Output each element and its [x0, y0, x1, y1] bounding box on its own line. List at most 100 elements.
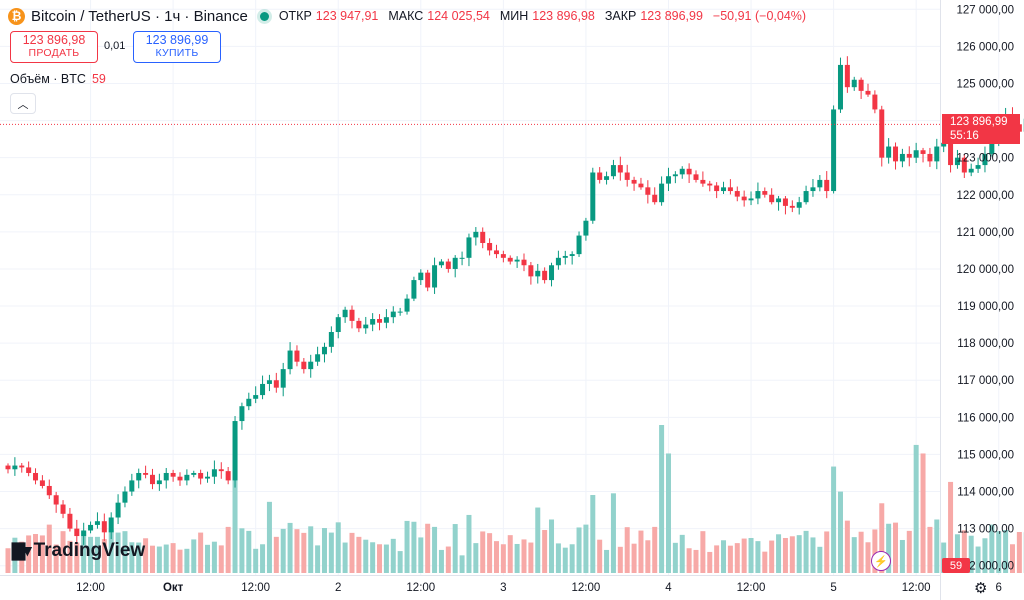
candle	[53, 491, 59, 513]
candle-body	[266, 380, 272, 384]
candle	[542, 267, 548, 284]
volume-bar	[948, 481, 954, 573]
candle	[659, 176, 665, 206]
volume-bar	[101, 539, 107, 573]
volume-bar	[260, 544, 266, 573]
candle	[149, 468, 155, 490]
candle	[906, 146, 912, 167]
candle	[886, 138, 892, 164]
volume-bar	[659, 425, 665, 573]
symbol-title[interactable]: Bitcoin / TetherUS · 1ч · Binance	[31, 7, 248, 25]
volume-bar	[342, 542, 348, 573]
volume-bar	[906, 530, 912, 573]
candle-body	[294, 350, 300, 362]
candle	[418, 269, 424, 285]
candle-body	[390, 311, 396, 318]
market-status-icon[interactable]	[259, 11, 269, 21]
price-tick-label: 121 000,00	[956, 227, 1014, 239]
candle	[968, 163, 974, 177]
candle-body	[26, 467, 32, 473]
volume-bar	[727, 545, 733, 573]
candle-body	[645, 187, 651, 195]
candle	[528, 261, 534, 285]
candle-body	[507, 257, 513, 262]
price-tick-label: 123 000,00	[956, 153, 1014, 165]
candle	[198, 469, 204, 485]
volume-bar	[473, 543, 479, 573]
candle	[370, 313, 376, 332]
candle	[762, 187, 768, 198]
volume-bar	[590, 495, 596, 573]
volume-bar	[721, 540, 727, 573]
open-label: ОТКР	[278, 9, 312, 23]
tradingview-logo[interactable]: ▇▾ TradingView	[12, 540, 145, 562]
candle	[776, 195, 782, 211]
candle	[218, 462, 224, 479]
time-tick-label: 12:00	[902, 582, 931, 594]
candle-body	[349, 309, 355, 321]
volume-legend[interactable]: Объём · BTC 59	[10, 72, 106, 86]
candle-body	[961, 157, 967, 173]
candle-body	[851, 79, 857, 88]
lightning-icon[interactable]: ⚡	[871, 551, 891, 571]
price-tick-label: 113 000,00	[957, 524, 1014, 536]
candle	[700, 171, 706, 187]
candle	[67, 507, 73, 532]
candle	[363, 316, 369, 334]
candle	[789, 200, 795, 213]
candle-body	[542, 270, 548, 281]
candle	[727, 179, 733, 195]
candle	[308, 354, 314, 378]
candle-body	[473, 231, 479, 238]
volume-bar	[349, 532, 355, 573]
collapse-legend-button[interactable]: ︿	[10, 93, 36, 114]
candle-body	[721, 187, 727, 192]
volume-label: Объём · BTC	[10, 72, 86, 86]
candle-body	[927, 153, 933, 162]
candle	[521, 253, 527, 272]
candle-body	[954, 157, 960, 166]
volume-bar	[170, 543, 176, 573]
candle-body	[53, 495, 59, 505]
candle-body	[672, 174, 678, 177]
candle	[555, 250, 561, 270]
candle-body	[136, 472, 142, 481]
candle-body	[19, 465, 25, 468]
volume-bar	[968, 535, 974, 573]
volume-bar	[934, 519, 940, 573]
time-tick-label: Окт	[163, 582, 184, 594]
candle-body	[968, 168, 974, 173]
candle-body	[466, 237, 472, 258]
candle	[817, 175, 823, 192]
gear-icon[interactable]: ⚙	[974, 580, 988, 597]
candle-body	[101, 521, 107, 533]
candle-body	[5, 465, 11, 470]
volume-bar	[645, 540, 651, 573]
candle	[810, 178, 816, 197]
volume-bar	[459, 555, 465, 573]
sell-button[interactable]: 123 896,98 ПРОДАТЬ	[10, 31, 98, 63]
candle	[858, 77, 864, 99]
candle	[397, 307, 403, 316]
candle	[851, 76, 857, 91]
volume-bar	[583, 524, 589, 573]
candle	[287, 342, 293, 375]
candle-body	[356, 320, 362, 329]
candle-body	[906, 153, 912, 158]
candle	[156, 473, 162, 491]
price-tick-label: 116 000,00	[957, 412, 1014, 424]
price-axis[interactable]: 112 000,00 113 000,00 114 000,00 115 000,00…	[940, 0, 1015, 600]
volume-bar	[12, 537, 18, 573]
volume-bar	[679, 534, 685, 573]
volume-bar	[549, 519, 555, 573]
volume-bar	[452, 524, 458, 573]
candle	[349, 305, 355, 329]
buy-button[interactable]: 123 896,99 КУПИТЬ	[133, 31, 221, 63]
legend-header: ₿ Bitcoin / TetherUS · 1ч · Binance ОТКР…	[8, 6, 812, 26]
time-axis[interactable]: 12:00Окт12:00212:00312:00412:00512:00612…	[0, 575, 1024, 595]
volume-bar	[824, 531, 830, 573]
volume-bar	[246, 530, 252, 573]
candle-body	[500, 254, 506, 258]
time-tick-label: 2	[335, 582, 341, 594]
